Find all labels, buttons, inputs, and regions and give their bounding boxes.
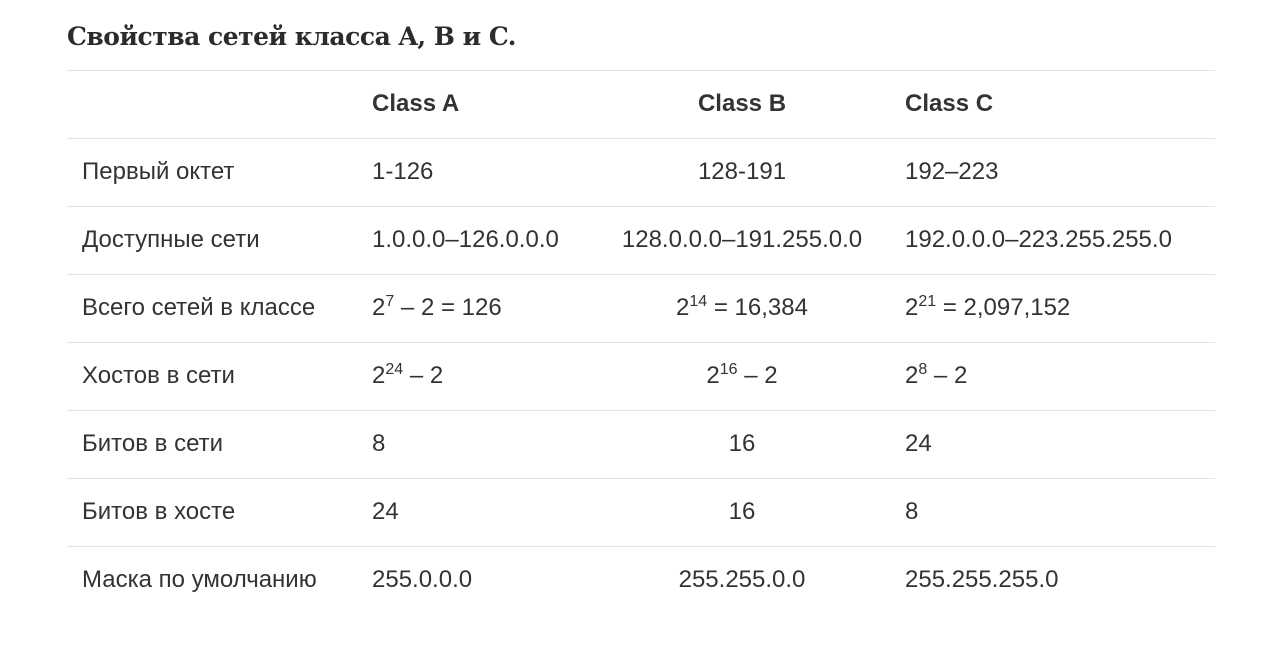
exponent: 21 [918, 293, 937, 310]
row-label: Битов в сети [82, 430, 224, 457]
exponent: 14 [689, 293, 708, 310]
row-label: Всего сетей в классе [82, 294, 316, 321]
column-header: Class C [905, 90, 994, 117]
cell: 128-191 [697, 158, 787, 185]
rest: – 2 [927, 362, 968, 389]
cell: 255.255.0.0 [678, 566, 806, 593]
row-label: Маска по умолчанию [82, 566, 317, 593]
column-header: Class A [372, 90, 460, 117]
base: 2 [372, 294, 386, 321]
cell: 8 [372, 430, 386, 457]
rest: = 2,097,152 [936, 294, 1071, 321]
exponent: 24 [385, 361, 404, 378]
base: 2 [372, 362, 386, 389]
column-header: Class B [697, 90, 787, 117]
cell: 1-126 [372, 158, 434, 185]
cell: 224 – 2 [372, 362, 443, 390]
rest: – 2 = 126 [394, 294, 502, 321]
row-divider [67, 410, 1215, 411]
cell: 1.0.0.0–126.0.0.0 [372, 226, 559, 253]
rest: = 16,384 [707, 294, 808, 321]
exponent: 16 [719, 361, 738, 378]
cell: 255.0.0.0 [372, 566, 473, 593]
row-label: Доступные сети [82, 226, 260, 253]
row-divider [67, 138, 1215, 139]
cell: 27 – 2 = 126 [372, 294, 502, 322]
row-label: Битов в хосте [82, 498, 236, 525]
exponent: 7 [385, 293, 395, 310]
cell: 8 [905, 498, 919, 525]
cell: 24 [905, 430, 932, 457]
row-divider [67, 70, 1215, 71]
base: 2 [676, 294, 690, 321]
row-divider [67, 206, 1215, 207]
rest: – 2 [737, 362, 778, 389]
row-divider [67, 546, 1215, 547]
row-divider [67, 274, 1215, 275]
title: Свойства сетей класса A, B и C. [67, 22, 517, 51]
row-divider [67, 342, 1215, 343]
row-label: Первый октет [82, 158, 235, 185]
cell: 16 [728, 430, 756, 457]
exponent: 8 [918, 361, 928, 378]
cell: 192.0.0.0–223.255.255.0 [905, 226, 1172, 253]
cell: 16 [728, 498, 756, 525]
rest: – 2 [403, 362, 444, 389]
cell: 216 – 2 [706, 362, 777, 390]
row-divider [67, 478, 1215, 479]
cell: 28 – 2 [905, 362, 967, 390]
cell: 255.255.255.0 [905, 566, 1059, 593]
cell: 192–223 [905, 158, 999, 185]
cell: 128.0.0.0–191.255.0.0 [621, 226, 863, 253]
row-label: Хостов в сети [82, 362, 235, 389]
cell: 221 = 2,097,152 [905, 294, 1070, 322]
base: 2 [706, 362, 720, 389]
base: 2 [905, 362, 919, 389]
base: 2 [905, 294, 919, 321]
cell: 214 = 16,384 [676, 294, 808, 322]
cell: 24 [372, 498, 399, 525]
